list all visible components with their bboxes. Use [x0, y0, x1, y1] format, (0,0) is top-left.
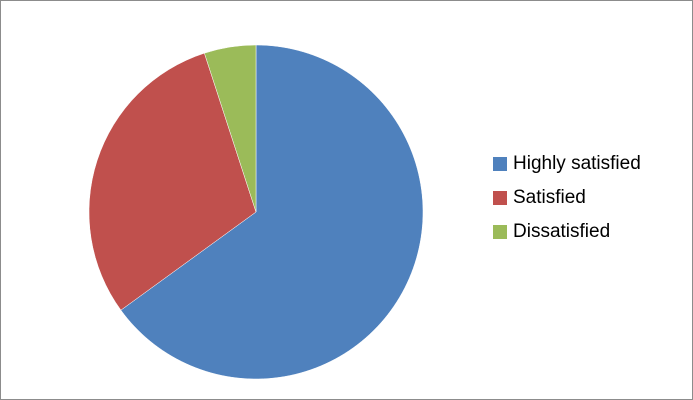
- legend: Highly satisfied Satisfied Dissatisfied: [493, 147, 683, 249]
- legend-item-highly-satisfied[interactable]: Highly satisfied: [493, 147, 683, 181]
- pie-slice-dissatisfied[interactable]: [204, 44, 257, 213]
- legend-label-dissatisfied: Dissatisfied: [513, 221, 611, 242]
- legend-item-dissatisfied[interactable]: Dissatisfied: [493, 215, 683, 249]
- legend-item-satisfied[interactable]: Satisfied: [493, 181, 683, 215]
- legend-swatch-dissatisfied: [493, 225, 507, 239]
- legend-swatch-highly-satisfied: [493, 157, 507, 171]
- legend-swatch-satisfied: [493, 191, 507, 205]
- legend-label-highly-satisfied: Highly satisfied: [513, 153, 641, 174]
- pie-slice-satisfied[interactable]: [88, 52, 257, 311]
- pie-slice-highly-satisfied[interactable]: [120, 44, 424, 380]
- legend-label-satisfied: Satisfied: [513, 187, 586, 208]
